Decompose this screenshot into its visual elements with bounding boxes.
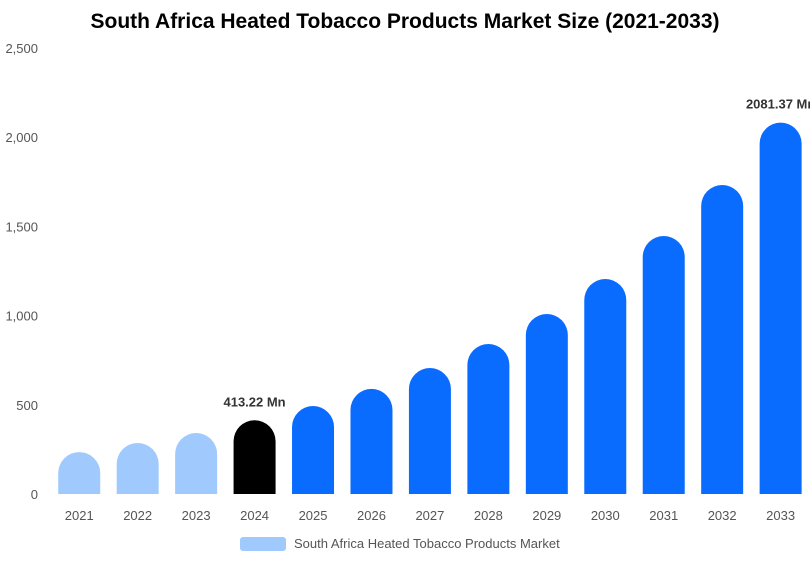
x-tick-label: 2026 [357, 508, 386, 523]
bar-2030 [584, 279, 627, 494]
bar-2025 [292, 406, 335, 494]
y-tick-label: 0 [31, 487, 38, 502]
legend-label: South Africa Heated Tobacco Products Mar… [294, 536, 560, 551]
y-tick-label: 1,500 [5, 219, 38, 234]
bar-2026 [350, 388, 393, 494]
x-tick-label: 2027 [415, 508, 444, 523]
bar-2028 [467, 343, 510, 494]
chart-title: South Africa Heated Tobacco Products Mar… [90, 10, 720, 33]
y-tick-label: 500 [16, 398, 38, 413]
x-tick-label: 2021 [65, 508, 94, 523]
bar-2033 [759, 122, 802, 494]
x-tick-label: 2024 [240, 508, 269, 523]
x-tick-label: 2028 [474, 508, 503, 523]
bar-2022 [116, 442, 159, 494]
x-tick-label: 2029 [532, 508, 561, 523]
bar-2023 [175, 432, 218, 494]
x-tick-label: 2022 [123, 508, 152, 523]
y-tick-label: 1,000 [5, 309, 38, 324]
x-tick-label: 2030 [591, 508, 620, 523]
x-tick-label: 2032 [708, 508, 737, 523]
bar-2032 [701, 185, 744, 494]
bar-2027 [408, 368, 451, 494]
y-tick-label: 2,500 [5, 41, 38, 56]
x-tick-label: 2031 [649, 508, 678, 523]
bar-2031 [642, 236, 685, 494]
x-tick-label: 2025 [299, 508, 328, 523]
legend-swatch [240, 536, 286, 551]
x-tick-label: 2023 [182, 508, 211, 523]
data-label: 2081.37 Mn [746, 97, 810, 112]
x-tick-label: 2033 [766, 508, 795, 523]
bar-2021 [58, 452, 101, 494]
bar-2024 [233, 420, 276, 494]
y-tick-label: 2,000 [5, 130, 38, 145]
data-label: 413.22 Mn [223, 394, 285, 409]
legend[interactable]: South Africa Heated Tobacco Products Mar… [240, 536, 560, 551]
bar-2029 [525, 313, 568, 494]
